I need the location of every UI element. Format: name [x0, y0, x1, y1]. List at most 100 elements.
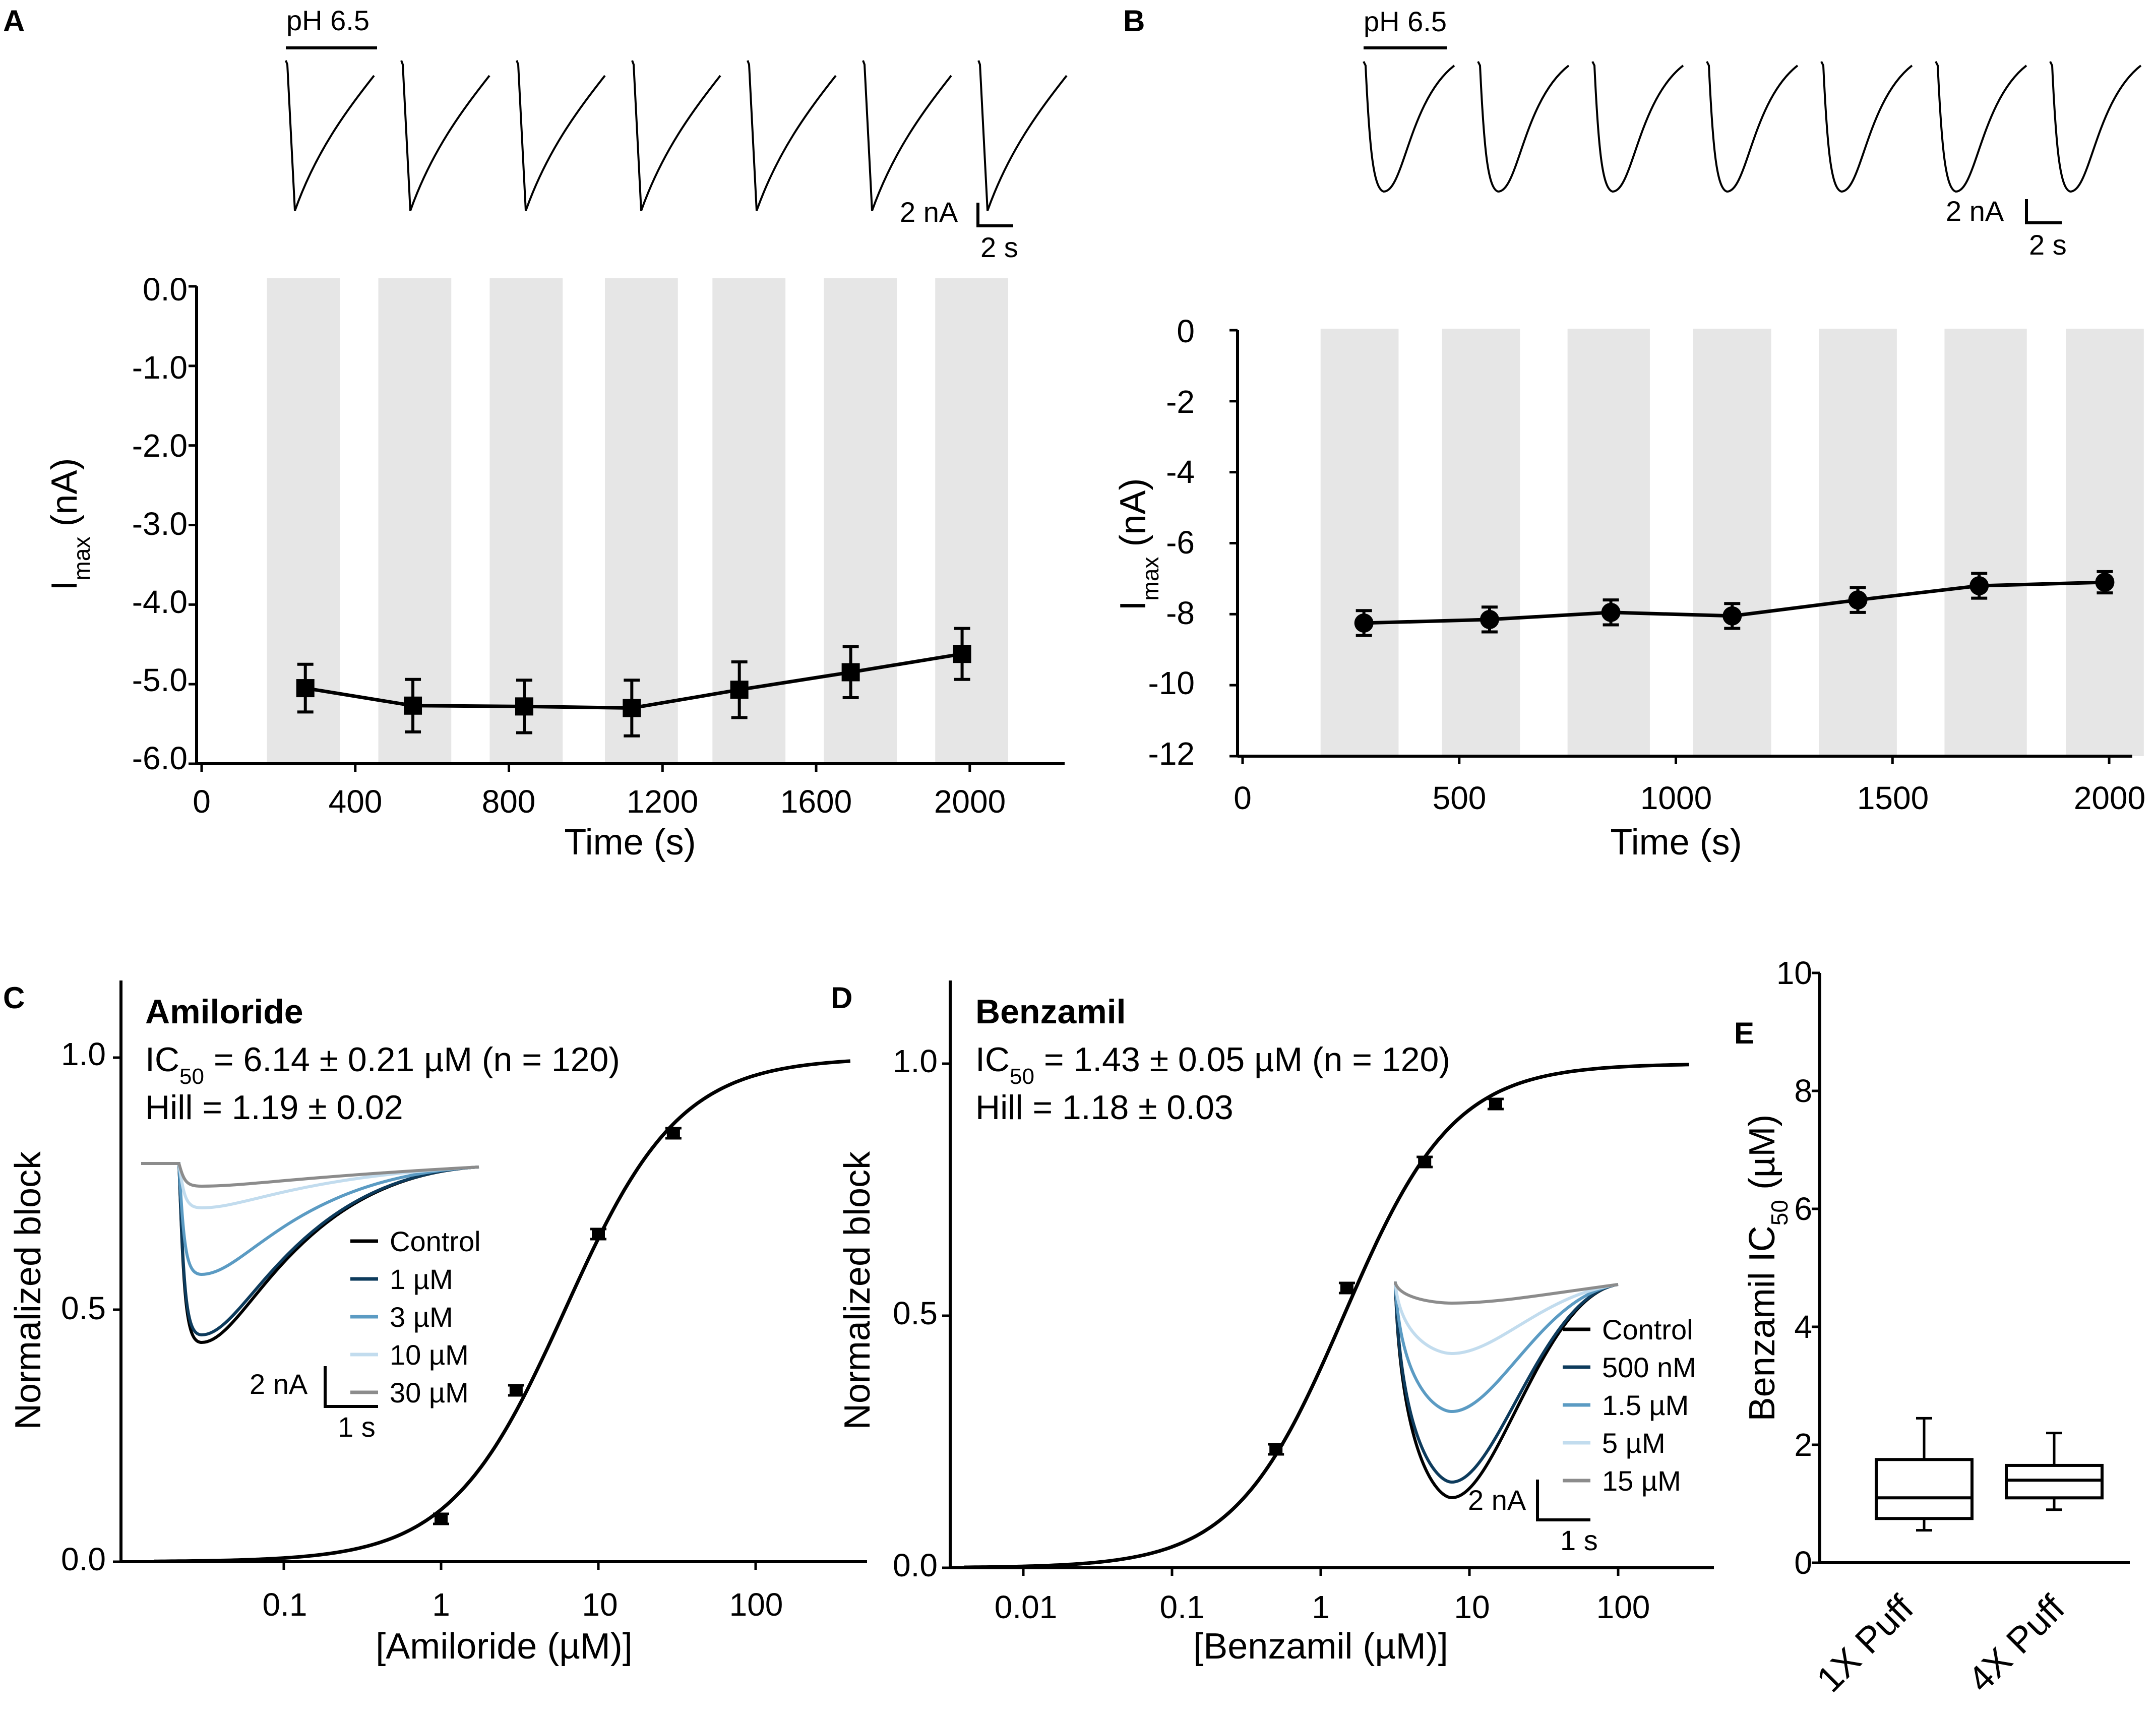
y-axis-label-e: Benzamil IC50 (µM)	[1742, 1115, 1793, 1422]
hill-text-d: Hill = 1.18 ± 0.03	[975, 1088, 1234, 1127]
x-tick-label: 10	[1454, 1589, 1490, 1625]
stimulus-shade	[1567, 329, 1650, 756]
dose-response-d	[964, 1063, 1689, 1569]
inset-trace	[1394, 1281, 1619, 1500]
ticks-d: 0.0 0.5 1.0 0.01 0.1 1 10 100	[893, 1043, 1650, 1625]
x-category-label: 1X Puff	[1809, 1587, 1922, 1700]
y-tick-label: -8	[1166, 595, 1195, 631]
legend-d: Control 500 nM 1.5 µM 5 µM 15 µM	[1563, 1314, 1696, 1497]
data-point	[2095, 572, 2115, 592]
panel-b: B pH 6.5 2 nA 2 s 0 -2 -4 -6 -8 -10 -12 …	[1113, 4, 2145, 863]
current-trace	[1820, 61, 1913, 193]
x-tick-label: 1	[432, 1586, 450, 1623]
data-point	[666, 1129, 680, 1138]
y-tick-label: 0.5	[893, 1295, 938, 1331]
scale-bar-b	[2025, 199, 2062, 224]
y-tick-label: -6.0	[132, 740, 188, 776]
data-point	[1601, 602, 1621, 622]
ticks-b: 0 -2 -4 -6 -8 -10 -12 0 500 1000 1500 20…	[1148, 313, 2146, 816]
y-tick-label: 0.0	[143, 271, 188, 308]
x-tick-label: 0	[193, 783, 211, 820]
current-trace	[516, 60, 606, 211]
y-tick-label: -12	[1148, 735, 1195, 772]
inset-traces-d	[1394, 1281, 1619, 1500]
inset-trace	[141, 1162, 479, 1337]
y-tick-label: -3.0	[132, 506, 188, 542]
legend-label: 3 µM	[390, 1301, 453, 1333]
y-tick-label: -4	[1166, 454, 1195, 490]
data-series-a	[296, 627, 971, 738]
stimulus-shading-b	[1320, 329, 2144, 756]
y-tick-label: 8	[1794, 1073, 1812, 1109]
y-tick-label: 1.0	[893, 1043, 938, 1079]
data-point	[1269, 1445, 1283, 1454]
current-trace	[862, 60, 952, 211]
y-tick-label: 0.0	[61, 1541, 106, 1577]
stimulus-shade	[824, 278, 897, 764]
ticks-c: 0.0 0.5 1.0 0.1 1 10 100	[61, 1036, 783, 1623]
inset-scale-y-d: 2 nA	[1468, 1484, 1526, 1516]
data-point	[1480, 609, 1499, 629]
current-traces-b	[1363, 61, 2142, 193]
scale-bar-a	[976, 203, 1013, 227]
drug-title-c: Amiloride	[145, 993, 303, 1031]
dose-response-c	[154, 1059, 851, 1563]
x-tick-label: 2000	[934, 783, 1006, 820]
data-point	[515, 697, 533, 716]
data-point	[1969, 576, 1989, 595]
panel-label-a: A	[3, 4, 25, 38]
data-point	[1489, 1099, 1502, 1109]
data-point	[953, 645, 971, 663]
data-point	[404, 696, 422, 715]
x-tick-label: 1600	[780, 783, 852, 820]
inset-scale-y-c: 2 nA	[250, 1368, 308, 1400]
fit-curve	[154, 1059, 851, 1563]
y-tick-label: 0	[1177, 313, 1195, 349]
scale-x-label-b: 2 s	[2029, 229, 2067, 261]
current-trace	[1591, 61, 1684, 193]
current-trace	[977, 60, 1068, 211]
x-axis-label-a: Time (s)	[564, 822, 696, 863]
stimulus-shade	[1320, 329, 1399, 756]
y-tick-label: 6	[1794, 1191, 1812, 1227]
stimulus-shade	[489, 278, 563, 764]
x-axis-label-d: [Benzamil (µM)]	[1193, 1626, 1448, 1667]
data-series-b	[1354, 570, 2115, 637]
inset-trace	[141, 1162, 479, 1210]
panel-d: D 0.0 0.5 1.0 0.01 0.1 1 10 100 Benzamil…	[831, 980, 1714, 1667]
stimulus-shade	[1442, 329, 1520, 756]
current-trace	[400, 60, 490, 211]
y-tick-label: -2.0	[132, 427, 188, 464]
x-axis-label-b: Time (s)	[1610, 822, 1742, 863]
stimulus-shade	[605, 278, 678, 764]
stimulus-shade	[378, 278, 452, 764]
y-tick-label: 0	[1794, 1545, 1812, 1581]
inset-trace	[1394, 1281, 1619, 1305]
x-tick-label: 0.1	[1160, 1589, 1205, 1625]
x-tick-label: 2000	[2074, 780, 2145, 816]
legend-label: 1 µM	[390, 1263, 453, 1295]
data-point	[730, 681, 749, 699]
y-axis-label-a: Imax (nA)	[44, 458, 95, 591]
x-tick-label: 1500	[1857, 780, 1929, 816]
x-tick-label: 500	[1433, 780, 1487, 816]
current-trace	[747, 60, 837, 211]
scale-x-label-a: 2 s	[980, 231, 1018, 263]
x-tick-label: 0.01	[995, 1589, 1058, 1625]
x-tick-label: 100	[729, 1586, 783, 1623]
inset-scale-x-c: 1 s	[338, 1411, 376, 1443]
scale-y-label-a: 2 nA	[900, 196, 958, 228]
hill-text-c: Hill = 1.19 ± 0.02	[145, 1088, 403, 1127]
y-axis-label-c: Normalized block	[8, 1151, 48, 1430]
fit-curve	[964, 1063, 1689, 1569]
inset-trace	[141, 1162, 479, 1276]
current-traces-a	[285, 60, 1068, 211]
current-trace	[285, 60, 375, 211]
legend-label: 15 µM	[1602, 1465, 1681, 1497]
current-trace	[1477, 61, 1570, 193]
ic50-text-c: IC50 = 6.14 ± 0.21 µM (n = 120)	[145, 1040, 620, 1089]
legend-label: Control	[390, 1225, 481, 1257]
y-tick-label: 1.0	[61, 1036, 106, 1072]
panel-a: A pH 6.5 2 nA 2 s 0.0 -1.0 -2.0 -3.0 -4.…	[3, 4, 1068, 863]
